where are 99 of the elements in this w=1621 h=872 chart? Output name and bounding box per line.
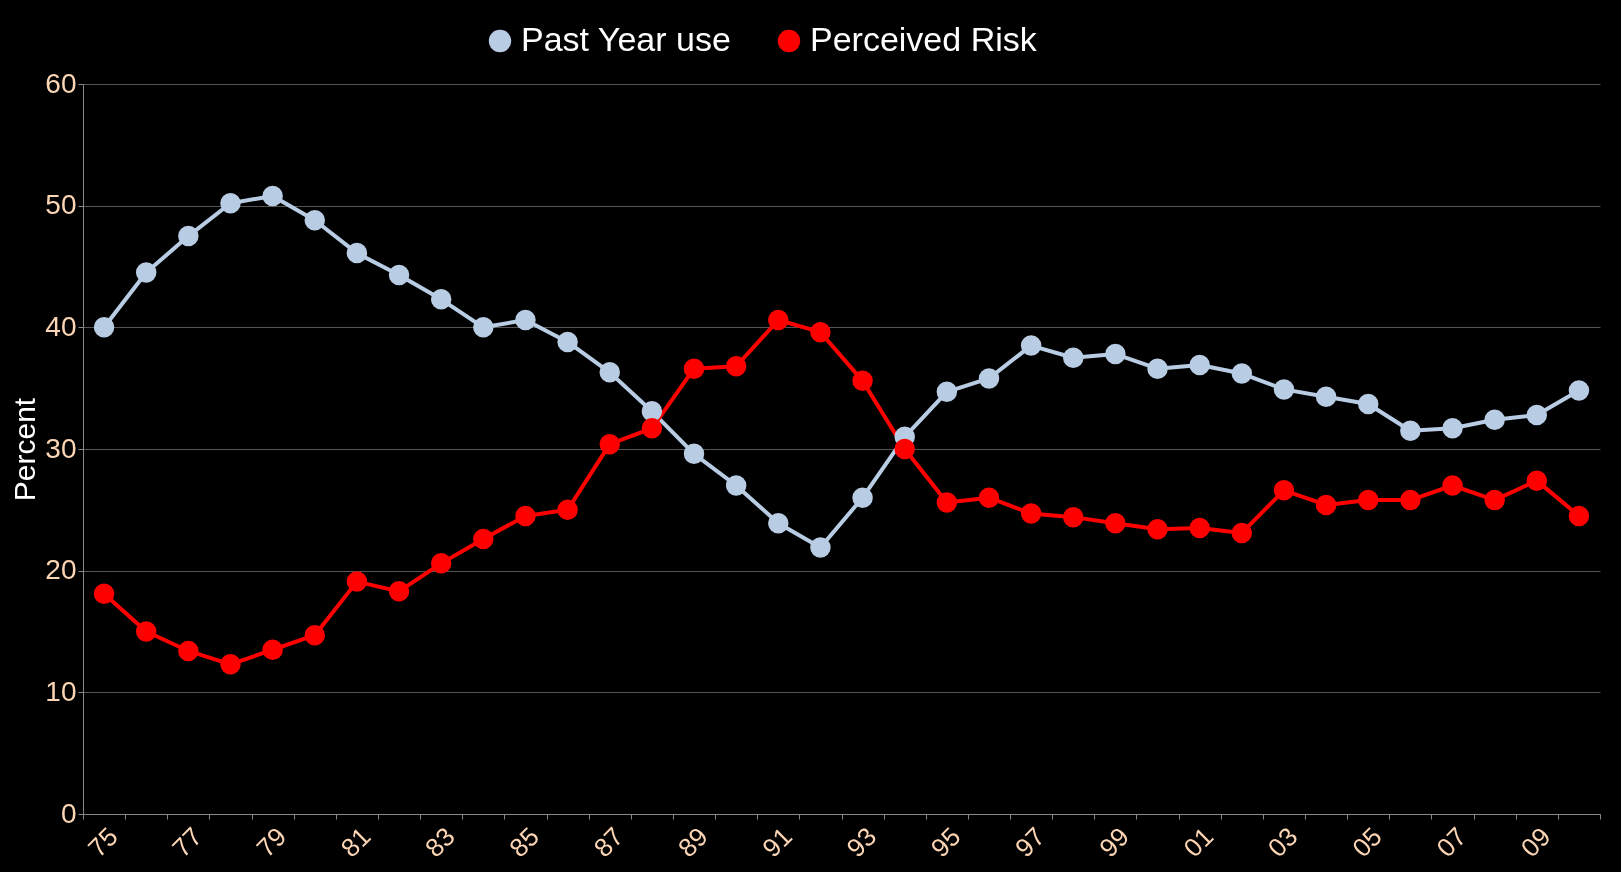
point [1400,420,1421,441]
point [599,433,620,455]
y-tick-label: 30 [45,432,77,464]
point [178,640,199,662]
point [346,571,368,592]
x-tick-label: 97 [1009,821,1051,864]
point [1526,404,1548,426]
y-tick-label: 40 [45,310,77,342]
x-tick-label: 83 [419,821,461,864]
point [1400,489,1421,511]
point [473,528,494,550]
point [557,331,578,353]
point [725,356,747,377]
x-tick-label: 75 [82,821,124,864]
y-tick-label: 60 [45,67,77,99]
point [1315,494,1337,516]
x-tick-label: 81 [334,821,377,864]
point [135,621,157,642]
point [1231,522,1253,544]
point [641,401,663,422]
point [1063,347,1084,368]
point [346,242,368,264]
x-tick-label: 91 [756,821,798,864]
x-tick-label: 07 [1430,821,1473,864]
point [810,321,831,343]
x-tick-label: 05 [1346,821,1388,864]
point [93,583,115,605]
point [1147,358,1168,379]
point [515,309,536,331]
point [262,639,283,660]
point [1568,505,1590,527]
point [1568,380,1590,401]
point [1484,489,1505,511]
point [1357,393,1379,415]
point [1189,517,1210,539]
point [220,654,241,675]
x-tick-label: 89 [671,821,714,864]
point [304,624,326,646]
point [978,368,1000,389]
point [262,185,283,207]
point [304,210,326,231]
point [388,264,410,286]
point [1231,363,1253,384]
y-tick-label: 20 [45,554,77,586]
point [1063,506,1084,528]
point [1147,519,1168,540]
point [810,537,831,558]
point [683,358,705,379]
point [1315,386,1337,407]
point [768,512,789,534]
x-tick-label: 87 [587,821,630,864]
point [936,381,958,403]
point [1357,489,1379,511]
point [1020,335,1042,356]
point [641,418,663,439]
point [430,553,452,574]
y-tick-label: 10 [45,675,77,707]
x-tick-label: 01 [1177,821,1220,864]
y-axis-title: Percent [8,397,42,502]
point [220,193,241,214]
point [178,225,199,247]
point [1526,470,1548,491]
y-tick-label: 50 [45,189,77,221]
x-tick-label: 09 [1514,821,1557,864]
x-tick-label: 03 [1261,821,1304,864]
point [1442,475,1463,496]
point [388,581,410,602]
point [1273,379,1295,400]
point [599,362,620,383]
y-tick-label: 0 [60,797,77,829]
point [1020,503,1042,524]
point [852,487,873,508]
point [473,317,494,338]
point [936,492,958,513]
x-tick-label: 79 [250,821,293,864]
point [852,370,873,392]
x-tick-label: 77 [166,821,208,864]
point [725,475,747,496]
legend-label: Perceived Risk [810,20,1038,58]
x-tick-label: 93 [840,821,883,864]
x-tick-label: 85 [503,821,546,864]
legend-label: Past Year use [521,20,731,58]
x-tick-label: 99 [1093,821,1135,864]
point [1189,354,1210,376]
point [894,438,915,460]
point [430,289,452,310]
point [93,317,115,338]
point [768,309,789,331]
point [978,487,1000,508]
point [1105,343,1126,365]
point [135,262,157,283]
point [557,499,578,521]
point [1484,409,1505,431]
point [1442,418,1463,439]
x-tick-label: 95 [924,821,967,864]
point [515,505,536,527]
point [1273,480,1295,501]
point [1105,512,1126,534]
point [683,443,705,465]
